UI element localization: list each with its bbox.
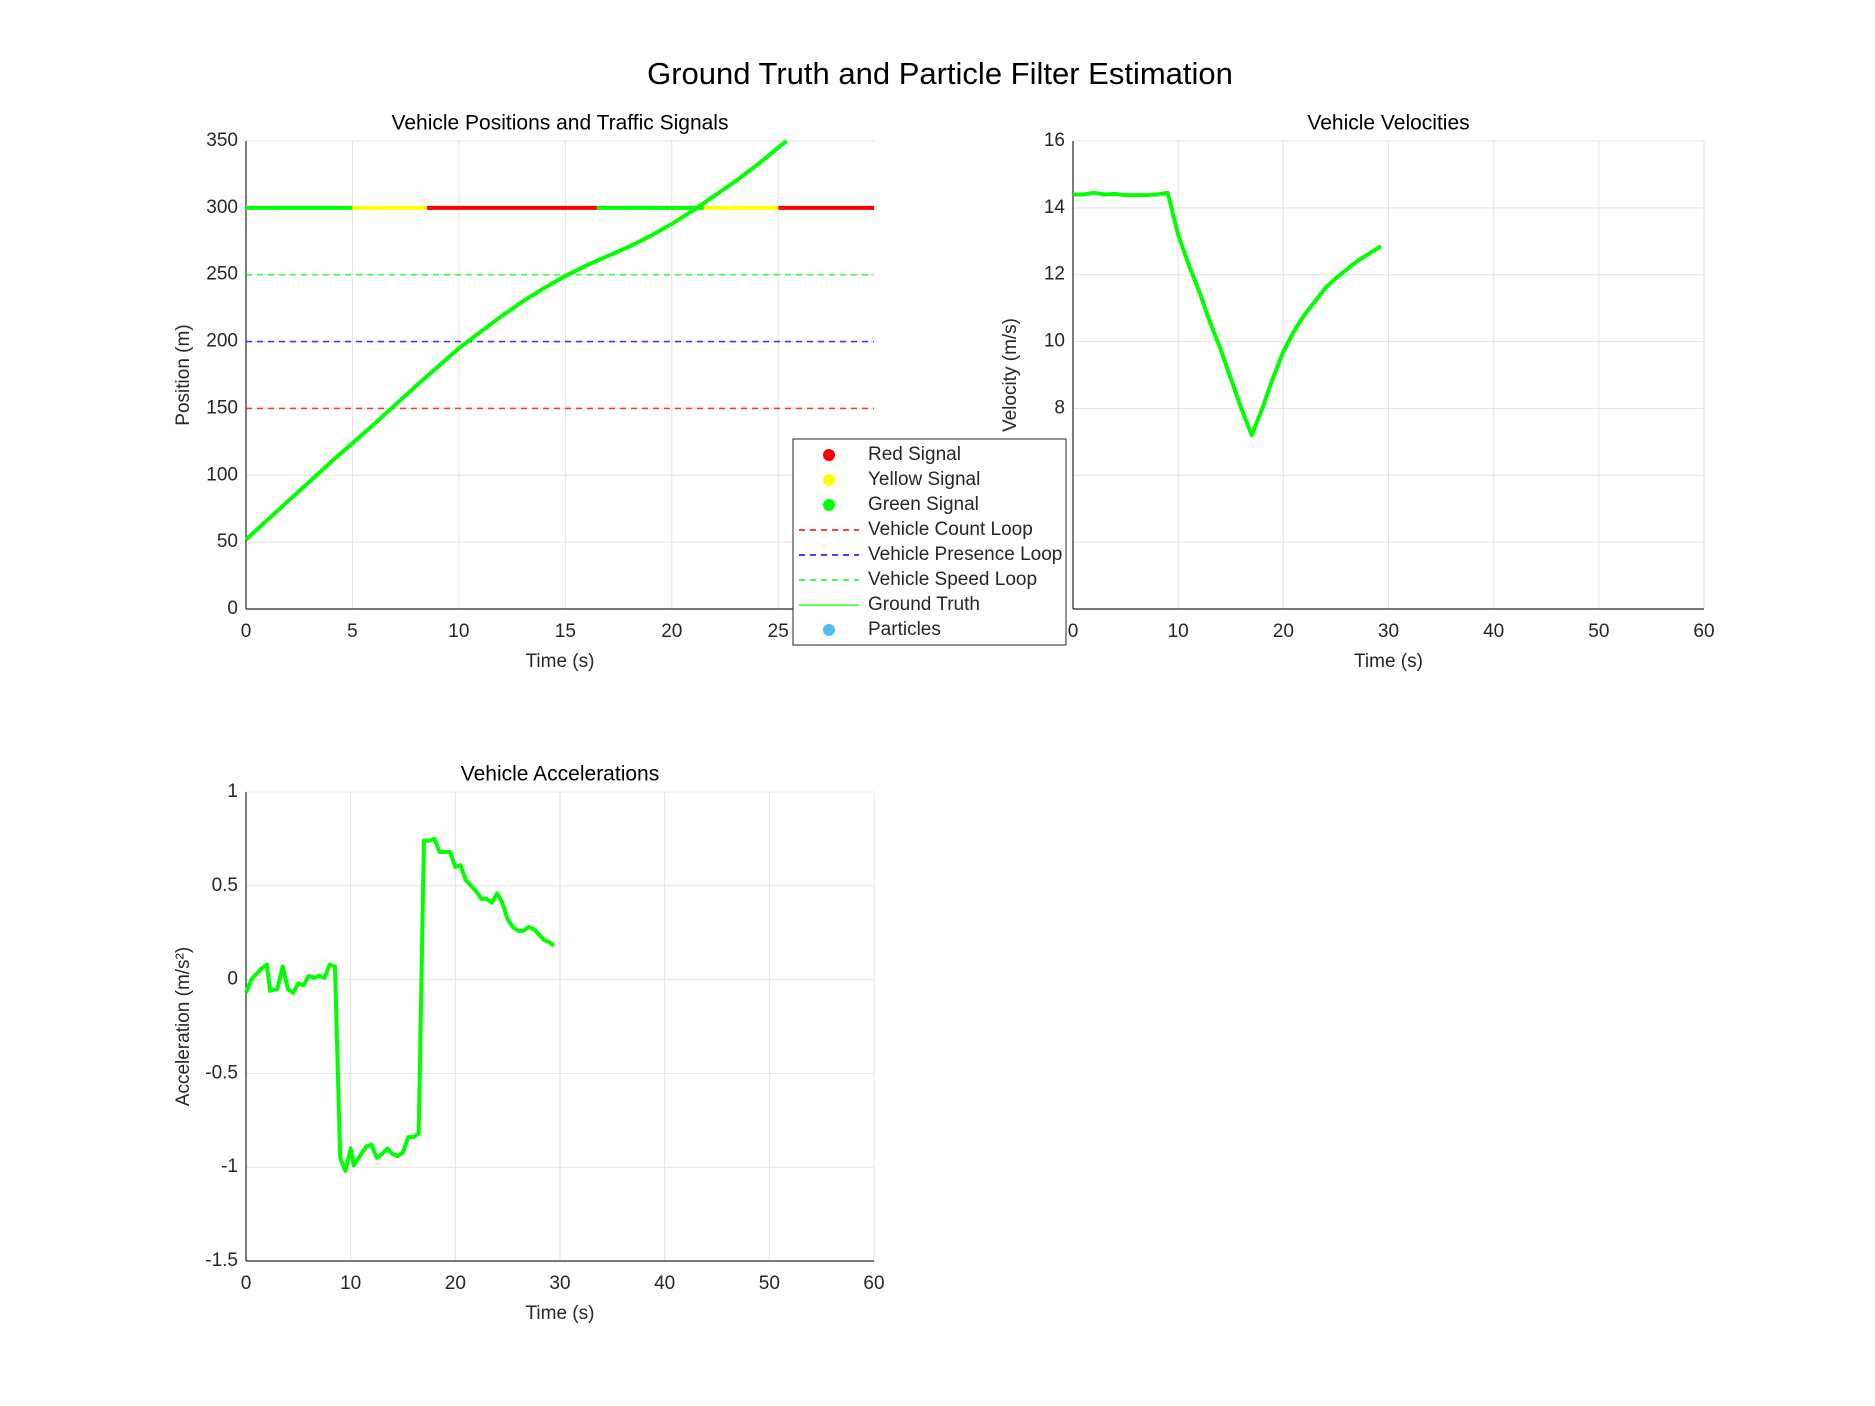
legend-box bbox=[792, 438, 1067, 646]
y-tick-label: 300 bbox=[206, 197, 238, 218]
legend-marker bbox=[823, 449, 835, 461]
x-tick-label: 0 bbox=[241, 621, 252, 642]
y-tick-label: -1 bbox=[221, 1156, 238, 1177]
legend-label: Yellow Signal bbox=[868, 469, 980, 490]
data-line bbox=[244, 139, 788, 541]
y-tick-label: 250 bbox=[206, 264, 238, 285]
x-tick-label: 20 bbox=[445, 1273, 466, 1294]
x-tick-label: 5 bbox=[347, 621, 358, 642]
axes-title: Vehicle Velocities bbox=[1307, 112, 1469, 135]
x-tick-label: 40 bbox=[1483, 621, 1504, 642]
x-tick-label: 50 bbox=[1588, 621, 1609, 642]
x-tick-label: 25 bbox=[768, 621, 789, 642]
axes: Vehicle Velocities0102030405060246810121… bbox=[1000, 112, 1715, 672]
axes: Vehicle Positions and Traffic Signals 0 5 1… bbox=[173, 112, 874, 672]
y-tick-label: 14 bbox=[1044, 197, 1066, 218]
x-tick-label: 20 bbox=[661, 621, 682, 642]
y-tick-label: 0 bbox=[227, 969, 238, 990]
y-tick-label: 150 bbox=[206, 397, 238, 418]
x-axis-label: Time (s) bbox=[1354, 651, 1423, 672]
data-line bbox=[244, 836, 556, 1173]
legend: Red Signal Yellow Signal Green Signal Vehic… bbox=[792, 438, 1067, 646]
legend-label: Particles bbox=[868, 619, 941, 640]
y-tick-label: 12 bbox=[1044, 264, 1065, 285]
legend-label: Vehicle Speed Loop bbox=[868, 569, 1037, 590]
y-axis-label: Position (m) bbox=[173, 324, 194, 425]
x-tick-label: 0 bbox=[241, 1273, 252, 1294]
y-tick-label: 350 bbox=[206, 130, 238, 151]
legend-label: Vehicle Count Loop bbox=[868, 519, 1033, 540]
y-tick-label: 1 bbox=[227, 781, 238, 802]
y-tick-label: 10 bbox=[1044, 331, 1065, 352]
y-tick-label: 100 bbox=[206, 464, 238, 485]
x-tick-label: 60 bbox=[863, 1273, 884, 1294]
y-tick-label: 50 bbox=[217, 531, 238, 552]
y-axis-label: Acceleration (m/s²) bbox=[173, 947, 194, 1106]
legend-label: Red Signal bbox=[868, 444, 961, 465]
x-tick-label: 60 bbox=[1693, 621, 1714, 642]
x-tick-label: 10 bbox=[1168, 621, 1189, 642]
x-tick-label: 15 bbox=[555, 621, 576, 642]
axes-title: Vehicle Positions and Traffic Signals bbox=[392, 112, 729, 135]
x-tick-label: 30 bbox=[1378, 621, 1399, 642]
legend-marker bbox=[823, 624, 835, 636]
legend-marker bbox=[823, 499, 835, 511]
y-tick-label: 0.5 bbox=[212, 875, 238, 896]
x-tick-label: 40 bbox=[654, 1273, 675, 1294]
x-axis-label: Time (s) bbox=[526, 1303, 595, 1324]
x-tick-label: 10 bbox=[448, 621, 469, 642]
x-tick-label: 30 bbox=[549, 1273, 570, 1294]
y-tick-label: -1.5 bbox=[205, 1250, 238, 1271]
legend-marker bbox=[823, 474, 835, 486]
y-tick-label: 200 bbox=[206, 331, 238, 352]
legend-label: Vehicle Presence Loop bbox=[868, 544, 1062, 565]
data-line bbox=[1073, 190, 1383, 438]
axes-title: Vehicle Accelerations bbox=[461, 763, 659, 786]
x-tick-label: 0 bbox=[1068, 621, 1079, 642]
y-axis-label: Velocity (m/s) bbox=[1000, 318, 1021, 432]
y-tick-label: -0.5 bbox=[205, 1062, 238, 1083]
y-tick-label: 0 bbox=[227, 598, 238, 619]
x-tick-label: 50 bbox=[759, 1273, 780, 1294]
figure-title: Ground Truth and Particle Filter Estimat… bbox=[647, 56, 1233, 91]
y-tick-label: 16 bbox=[1044, 130, 1065, 151]
x-tick-label: 10 bbox=[340, 1273, 361, 1294]
x-tick-label: 20 bbox=[1273, 621, 1294, 642]
legend-label: Green Signal bbox=[868, 494, 979, 515]
legend-label: Ground Truth bbox=[868, 594, 980, 615]
y-tick-label: 8 bbox=[1054, 397, 1065, 418]
x-axis-label: Time (s) bbox=[526, 651, 595, 672]
